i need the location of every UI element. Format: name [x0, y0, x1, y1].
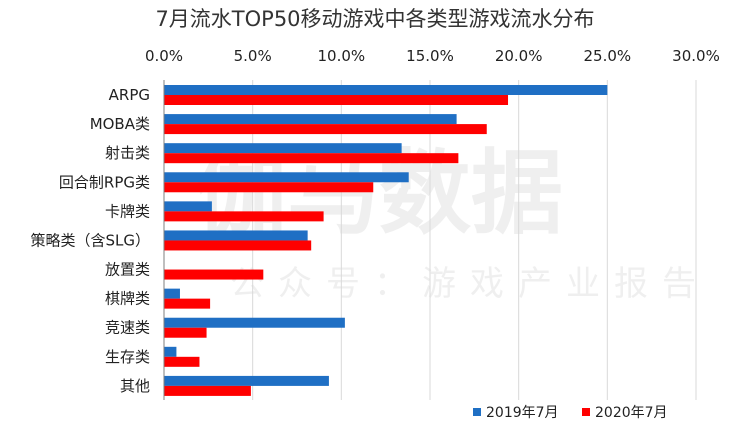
chart-title: 7月流水TOP50移动游戏中各类型游戏流水分布	[155, 7, 594, 31]
legend-swatch	[582, 408, 590, 416]
bar-2019	[164, 85, 608, 95]
watermark-sub: 公众号：游戏产业报告	[230, 264, 710, 304]
bar-2020	[164, 298, 211, 309]
x-axis-tick-labels: 0.0% 5.0% 10.0% 15.0% 20.0% 25.0% 30.0%	[145, 47, 720, 65]
category-label: 卡牌类	[105, 202, 150, 220]
bar-2019	[164, 201, 212, 212]
bar-2019	[164, 172, 409, 183]
category-label: 棋牌类	[105, 290, 150, 308]
bar-2019	[164, 317, 345, 328]
category-label: 射击类	[105, 144, 150, 162]
bar-2019	[164, 375, 329, 386]
category-label: MOBA类	[90, 115, 150, 133]
bar-2019	[164, 288, 180, 299]
bar-2019	[164, 143, 402, 154]
legend-swatch	[473, 408, 481, 416]
bar-2019	[164, 114, 457, 125]
x-tick-label: 10.0%	[318, 47, 366, 65]
category-label: 其他	[120, 377, 150, 395]
bar-2020	[164, 95, 509, 105]
category-label: ARPG	[109, 86, 150, 104]
x-tick-label: 25.0%	[584, 47, 632, 65]
category-label: 生存类	[105, 348, 150, 366]
x-tick-label: 20.0%	[495, 47, 543, 65]
bars	[164, 85, 608, 396]
bar-2020	[164, 182, 374, 193]
x-tick-label: 30.0%	[672, 47, 720, 65]
bar-2020	[164, 240, 312, 251]
bar-2019	[164, 346, 177, 357]
category-label: 回合制RPG类	[59, 173, 150, 191]
bar-2019	[164, 230, 308, 241]
bar-2020	[164, 153, 459, 164]
x-tick-label: 0.0%	[145, 47, 183, 65]
bar-2020	[164, 327, 207, 338]
legend-label: 2019年7月	[486, 405, 559, 421]
bar-2020	[164, 385, 251, 396]
x-tick-label: 5.0%	[234, 47, 272, 65]
x-tick-label: 15.0%	[406, 47, 454, 65]
category-label: 放置类	[105, 261, 150, 279]
category-label: 策略类（含SLG）	[30, 231, 150, 249]
bar-2020	[164, 211, 324, 222]
bar-2020	[164, 356, 200, 367]
bar-2020	[164, 124, 487, 135]
legend-label: 2020年7月	[595, 405, 668, 421]
category-label: 竞速类	[105, 319, 150, 337]
legend: 2019年7月 2020年7月	[473, 405, 668, 421]
bar-2020	[164, 269, 264, 280]
